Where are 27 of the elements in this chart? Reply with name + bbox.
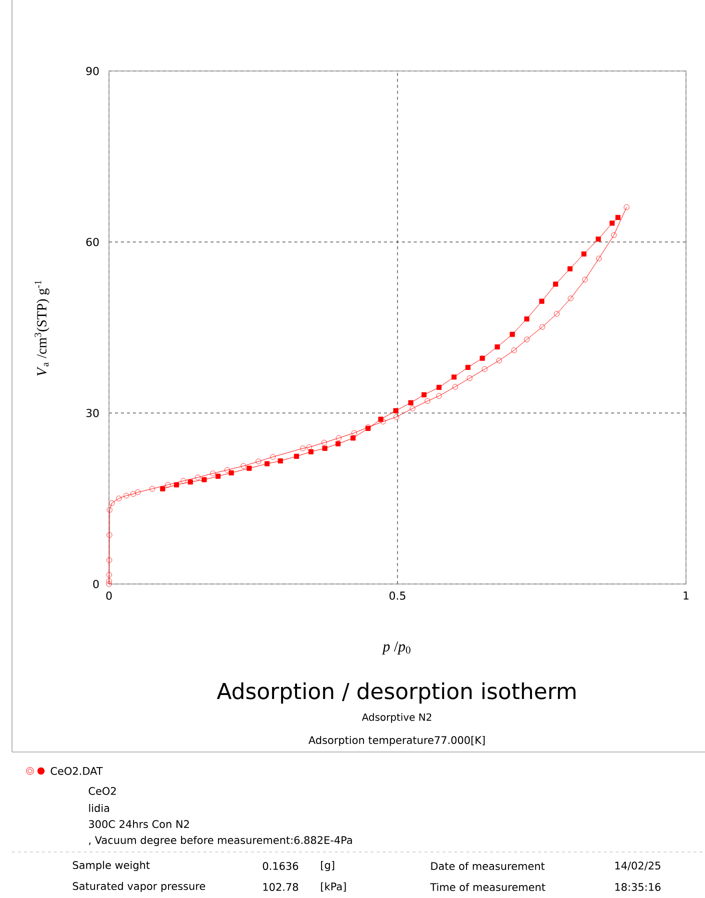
text: lidia: [89, 804, 110, 812]
legend-label: CeO2.DAT: [50, 767, 103, 775]
text: 102.78: [263, 883, 298, 891]
y-axis-title: V$_{a}$ /cm$^{3}$(STP) g$^{-1}$: [34, 280, 50, 376]
y-tick-label: 30: [86, 408, 99, 418]
text: Adsorption temperature77.000[K]: [308, 736, 485, 746]
text: Adsorptive N2: [362, 713, 432, 723]
text: 14/02/25: [615, 862, 660, 870]
y-tick-label: 0: [93, 580, 99, 588]
x-tick-label: 0: [106, 592, 112, 600]
text: [g]: [321, 860, 334, 872]
y-tick-label: 60: [86, 238, 99, 246]
text: 18:35:16: [615, 883, 660, 891]
text: 300C 24hrs Con N2: [88, 820, 189, 828]
x-axis-title: p /p$_{0}$: [382, 641, 410, 655]
text: [kPa]: [321, 882, 346, 892]
text: Time of measurement: [430, 882, 546, 892]
y-tick-label: 90: [86, 66, 99, 76]
text: 0.1636: [262, 862, 298, 870]
x-tick-label: 0.5: [390, 592, 406, 600]
text: , Vacuum degree before measurement:6.882E-4Pa: [89, 836, 352, 846]
x-tick-label: 1: [684, 592, 688, 600]
text: Saturated vapor pressure: [72, 882, 206, 892]
text: CeO2: [88, 787, 116, 795]
text: Adsorption / desorption isotherm: [216, 682, 576, 704]
text: Date of measurement: [431, 862, 545, 870]
text: Sample weight: [72, 860, 150, 872]
